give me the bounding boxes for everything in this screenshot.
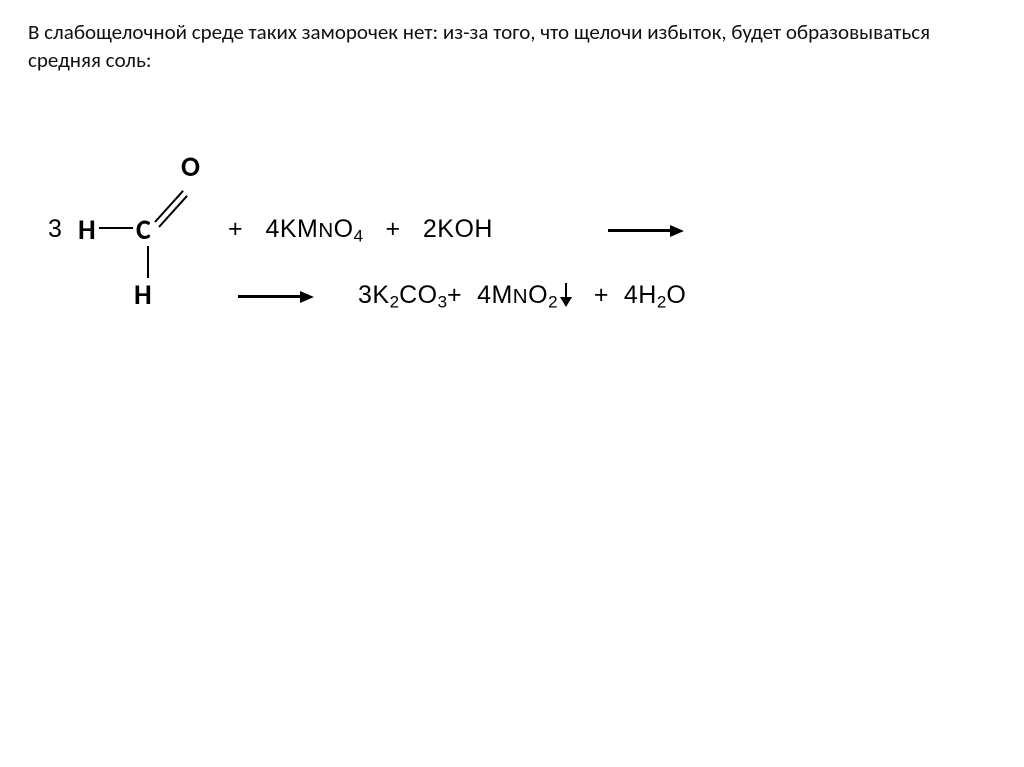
reaction-arrow-2 — [238, 287, 314, 306]
plus-3: + — [447, 281, 462, 309]
KOH: KOH — [437, 215, 493, 243]
KOH-coef: 2 — [423, 215, 437, 243]
kMnO4-sub: 4 — [354, 226, 363, 245]
kMnO4-O: O — [334, 215, 354, 243]
bond-H-C — [99, 227, 133, 229]
K2CO3-coef: 3 — [358, 281, 372, 309]
atom-C-center: C — [136, 212, 151, 247]
kMnO4-coef: 4 — [265, 215, 279, 243]
reactant-coefficient: 3 — [48, 215, 62, 244]
bond-C-H-bottom — [147, 246, 149, 278]
chemical-equation: 3 H C O H + 4KMNO4 + 2KOH — [28, 165, 996, 365]
atom-H-bottom: H — [134, 277, 152, 312]
MnO2-O: O — [528, 281, 548, 309]
H2O-hsub: 2 — [657, 292, 666, 311]
K2CO3-C: C — [399, 281, 418, 309]
atom-O-top: O — [181, 149, 200, 184]
atom-H-left: H — [78, 212, 96, 247]
plus-1: + — [228, 215, 243, 243]
H2O-coef: 4 — [624, 281, 638, 309]
reaction-arrow-1 — [608, 221, 684, 240]
intro-paragraph: В слабощелочной среде таких заморочек не… — [28, 18, 996, 75]
plus-2: + — [385, 215, 400, 243]
H2O-H: H — [638, 281, 657, 309]
MnO2-n: N — [513, 285, 528, 308]
MnO2-M: M — [491, 281, 512, 309]
plus-4: + — [594, 281, 609, 309]
K2CO3-ksub: 2 — [390, 292, 399, 311]
MnO2-coef: 4 — [477, 281, 491, 309]
kMnO4-KM: KM — [280, 215, 319, 243]
K2CO3-O: O — [418, 281, 438, 309]
products: 3K2CO3+ 4MNO2 + 4H2O — [358, 281, 686, 312]
precipitate-arrow-icon — [560, 283, 572, 305]
K2CO3-osub: 3 — [438, 292, 447, 311]
reagents: + 4KMNO4 + 2KOH — [228, 215, 493, 246]
K2CO3-K: K — [372, 281, 389, 309]
kMnO4-n: N — [318, 219, 333, 242]
MnO2-osub: 2 — [548, 292, 557, 311]
H2O-O: O — [666, 281, 686, 309]
